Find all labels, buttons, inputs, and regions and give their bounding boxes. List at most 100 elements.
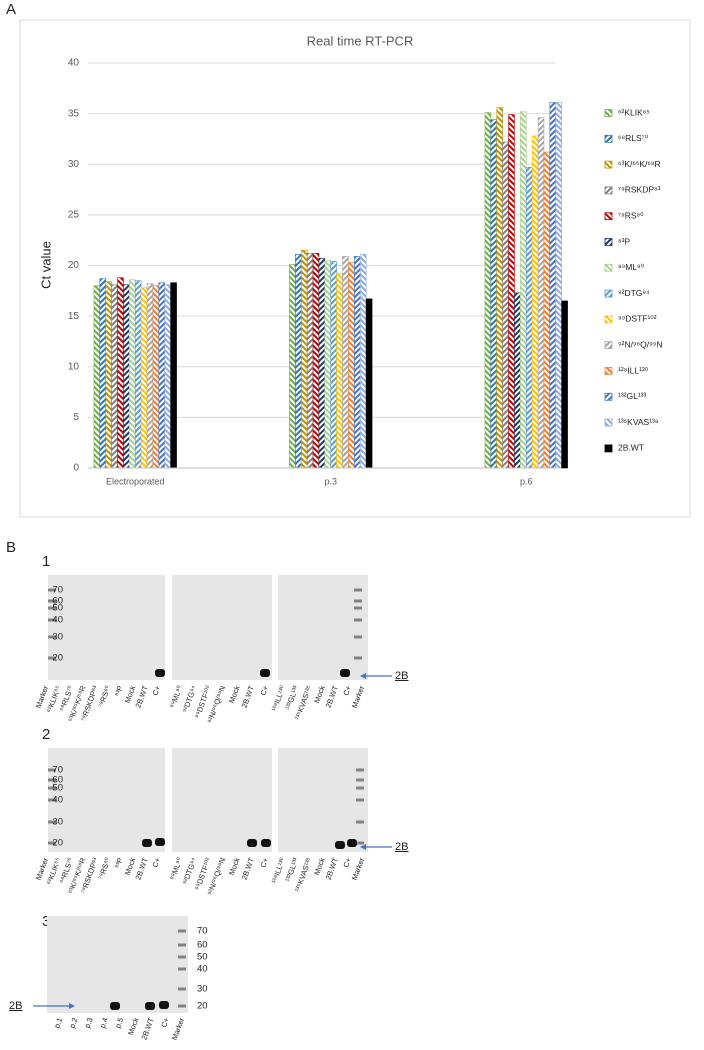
legend-label: ⁸⁹ML⁹⁰	[618, 262, 645, 272]
ladder-band	[178, 987, 186, 991]
bar	[502, 141, 509, 469]
ladder-band	[178, 929, 186, 933]
legend-label: ⁷⁹RSKDP⁸³	[618, 185, 661, 195]
bar	[342, 256, 349, 469]
y-tick-label: 30	[68, 159, 80, 170]
bar	[508, 114, 515, 469]
band-arrow-head	[360, 673, 366, 679]
y-tick-label: 35	[68, 108, 80, 119]
legend-label: ⁹⁹DSTF¹⁰²	[618, 314, 657, 324]
bar	[170, 282, 177, 469]
legend-swatch	[604, 392, 613, 401]
protein-band	[335, 841, 345, 849]
lane-label: p.4	[98, 1016, 110, 1029]
bar	[134, 280, 142, 469]
lane-label: Marker	[170, 1016, 187, 1041]
marker-label: 70	[52, 765, 63, 776]
ladder-band	[48, 606, 56, 610]
legend-label: ¹²⁸ILL¹³⁰	[618, 365, 649, 375]
marker-label: 30	[197, 984, 208, 995]
ladder-band	[178, 1004, 186, 1008]
protein-band	[110, 1002, 120, 1010]
legend-swatch	[604, 212, 613, 221]
lane-label: Mock	[126, 1016, 141, 1036]
y-tick-label: 20	[68, 260, 80, 271]
ladder-band	[48, 778, 56, 782]
y-tick-label: 5	[73, 412, 79, 423]
legend-swatch	[604, 289, 613, 298]
bar	[152, 285, 160, 469]
x-tick-label: p.3	[324, 476, 337, 486]
bar	[484, 112, 492, 469]
ladder-band	[48, 588, 56, 592]
bar	[158, 282, 166, 469]
marker-label: 50	[52, 783, 63, 794]
ladder-band	[356, 768, 364, 772]
lane-label: C+	[150, 684, 162, 697]
ladder-band	[354, 606, 362, 610]
bar	[289, 264, 296, 469]
ladder-band	[356, 841, 364, 845]
marker-label: 30	[52, 632, 63, 643]
ladder-band	[354, 588, 362, 592]
legend-label: ⁶⁸RLS⁷⁰	[618, 133, 649, 143]
ladder-band	[48, 656, 56, 660]
bar	[354, 256, 361, 469]
chart-title: Real time RT-PCR	[307, 33, 414, 48]
bar	[146, 283, 154, 469]
bar	[514, 292, 521, 469]
legend-swatch	[604, 186, 613, 195]
ladder-band	[356, 820, 364, 824]
ladder-band	[356, 798, 364, 802]
ladder-band	[356, 786, 364, 790]
legend-swatch	[604, 134, 613, 143]
y-tick-label: 40	[68, 58, 80, 69]
legend-swatch	[604, 160, 613, 169]
ladder-band	[178, 955, 186, 959]
bar	[348, 262, 355, 469]
band-label: 2B	[395, 841, 408, 853]
bar	[312, 253, 320, 469]
ladder-band	[48, 599, 56, 603]
blot-image	[172, 575, 272, 680]
bar	[490, 119, 498, 469]
lane-label: p.5	[113, 1016, 125, 1029]
marker-label: 50	[197, 952, 208, 963]
y-tick-label: 10	[68, 361, 80, 372]
legend-swatch	[604, 341, 613, 350]
marker-label: 60	[197, 940, 208, 951]
band-label: 2B	[395, 670, 408, 682]
bar	[324, 260, 332, 469]
blot-number: 1	[42, 553, 50, 570]
ladder-band	[354, 656, 362, 660]
blot-number: 3	[42, 913, 50, 930]
protein-band	[142, 839, 152, 847]
marker-label: 60	[52, 775, 63, 786]
blot-image	[172, 748, 272, 852]
blot-number: 2	[42, 726, 50, 743]
bar	[117, 277, 124, 469]
legend-swatch	[604, 444, 613, 453]
bar	[561, 300, 568, 469]
legend-label: ⁹²N/⁹⁶Q/⁹⁹N	[618, 339, 663, 349]
lane-label: Mock	[227, 684, 242, 704]
y-tick-label: 0	[73, 463, 79, 474]
marker-label: 20	[52, 838, 63, 849]
ladder-band	[356, 778, 364, 782]
ladder-band	[178, 967, 186, 971]
protein-band	[261, 839, 271, 847]
protein-band	[340, 669, 350, 677]
lane-label: p.2	[67, 1016, 79, 1029]
lane-label: C+	[150, 856, 162, 869]
protein-band	[155, 669, 165, 677]
blot-image	[278, 748, 368, 852]
ladder-band	[48, 618, 56, 622]
ladder-band	[354, 635, 362, 639]
ladder-band	[48, 635, 56, 639]
y-axis-label: Ct value	[38, 241, 53, 289]
bar	[140, 287, 148, 469]
bar	[531, 135, 539, 469]
blot-image	[47, 916, 188, 1013]
ladder-band	[48, 786, 56, 790]
